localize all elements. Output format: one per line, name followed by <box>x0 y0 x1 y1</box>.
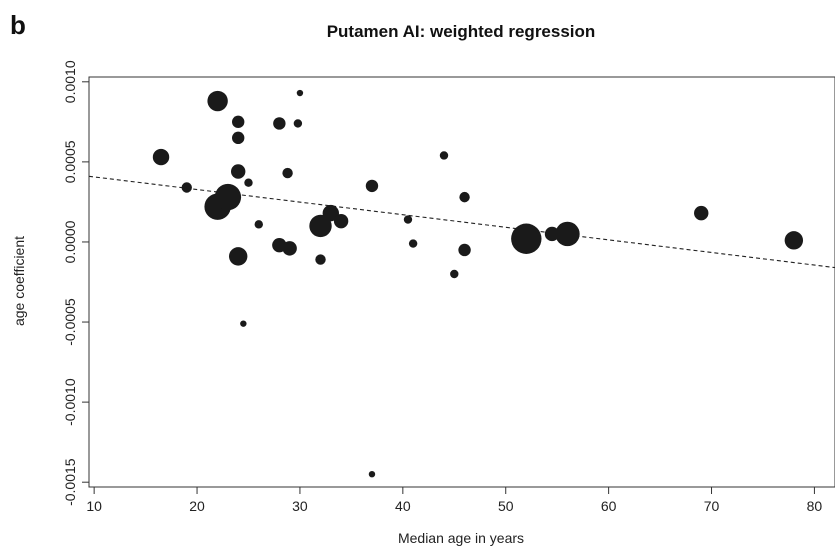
data-point <box>232 115 245 129</box>
data-point <box>152 148 170 166</box>
y-tick-label: -0.0010 <box>62 378 78 426</box>
x-tick-label: 70 <box>704 498 720 514</box>
regression-line <box>88 175 835 269</box>
y-axis-label: age coefficient <box>11 236 27 326</box>
x-tick-label: 30 <box>292 498 308 514</box>
data-point <box>333 213 349 229</box>
data-point <box>694 205 709 221</box>
data-point <box>181 182 192 193</box>
panel-label: b <box>10 10 26 40</box>
data-point <box>293 119 303 128</box>
data-point <box>322 204 340 222</box>
y-tick-label: -0.0005 <box>62 298 78 346</box>
data-point <box>315 254 326 265</box>
data-point <box>214 183 242 211</box>
data-point <box>229 247 248 266</box>
data-point <box>207 90 228 112</box>
data-point <box>296 89 304 97</box>
y-tick-label: 0.0010 <box>62 60 78 103</box>
data-point <box>784 231 804 250</box>
plot-area <box>88 76 835 488</box>
x-tick-label: 10 <box>86 498 102 514</box>
regression-line-group <box>88 175 835 269</box>
x-axis-label: Median age in years <box>398 530 524 546</box>
data-point <box>403 215 413 224</box>
data-point <box>459 191 470 203</box>
x-tick-label: 50 <box>498 498 514 514</box>
x-tick-label: 60 <box>601 498 617 514</box>
y-tick-label: -0.0015 <box>62 458 78 506</box>
data-point <box>458 243 471 257</box>
y-axis: 0.0010 0.0005 0.0000 -0.0005 -0.0010 -0.0015 <box>62 60 89 506</box>
x-tick-label: 80 <box>807 498 823 514</box>
data-point <box>244 178 253 187</box>
data-point <box>282 241 297 256</box>
x-tick-label: 20 <box>189 498 205 514</box>
data-point <box>544 226 560 242</box>
data-points <box>152 89 804 478</box>
x-tick-label: 40 <box>395 498 411 514</box>
data-point <box>450 269 459 279</box>
data-point <box>282 167 293 179</box>
data-point <box>309 214 332 238</box>
data-point <box>368 470 376 478</box>
data-point <box>555 221 580 247</box>
data-point <box>240 320 247 327</box>
data-point <box>232 131 245 145</box>
data-point <box>231 164 246 179</box>
data-point <box>511 223 542 254</box>
data-point <box>439 151 449 160</box>
data-point <box>408 239 418 248</box>
data-point <box>273 117 286 130</box>
data-point <box>365 179 379 193</box>
x-axis: 10 20 30 40 50 60 70 80 <box>86 487 822 514</box>
y-tick-label: 0.0005 <box>62 140 78 183</box>
plot-frame <box>88 76 835 488</box>
data-point <box>254 220 263 229</box>
y-tick-label: 0.0000 <box>62 220 78 263</box>
chart-title: Putamen AI: weighted regression <box>327 22 596 41</box>
